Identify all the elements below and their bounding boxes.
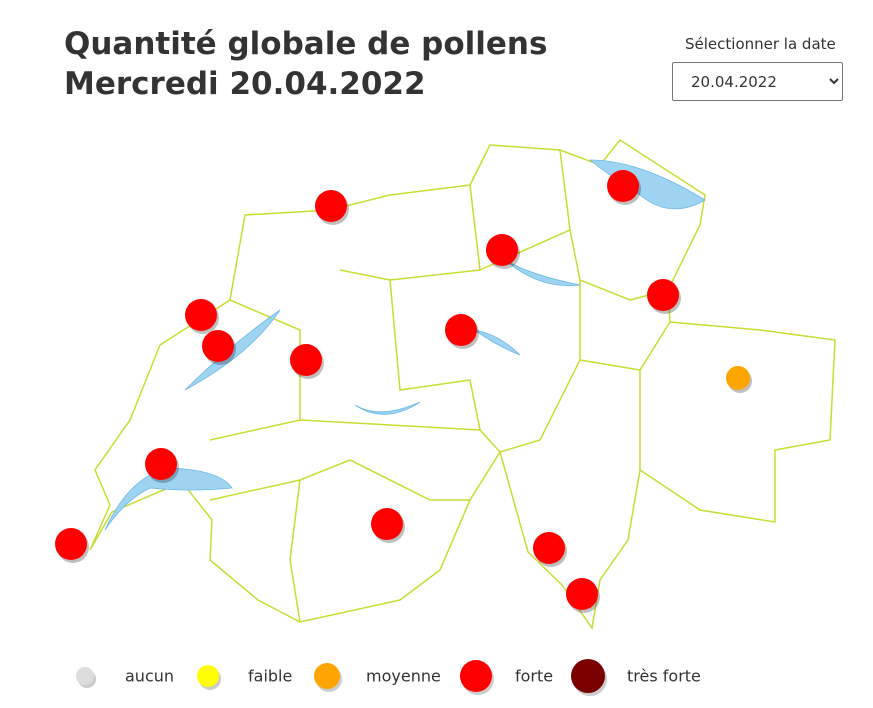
title-line: Quantité globale de pollens — [64, 26, 548, 62]
lakes — [104, 159, 706, 531]
station-marker — [445, 314, 477, 346]
markers — [55, 170, 752, 613]
station-marker — [315, 190, 347, 222]
date-select[interactable]: 20.04.2022 — [672, 62, 843, 101]
legend-label: moyenne — [366, 667, 441, 686]
title: Quantité globale de pollens Mercredi 20.0… — [64, 24, 547, 104]
station-marker — [371, 508, 403, 540]
station-marker — [55, 528, 87, 560]
station-marker — [647, 279, 679, 311]
lake — [474, 329, 521, 356]
title-line: Mercredi 20.04.2022 — [64, 66, 426, 102]
legend-label: forte — [515, 667, 553, 686]
lake — [504, 259, 581, 287]
lake — [104, 467, 233, 531]
lake — [354, 401, 421, 415]
legend-label: très forte — [627, 667, 701, 686]
station-marker — [726, 366, 750, 390]
legend-swatch — [76, 667, 94, 685]
date-label: Sélectionner la date — [685, 35, 836, 53]
station-marker — [202, 330, 234, 362]
station-marker — [533, 532, 565, 564]
station-marker — [566, 578, 598, 610]
legend-label: aucun — [125, 667, 174, 686]
country-border — [89, 139, 836, 630]
station-marker — [290, 344, 322, 376]
station-marker — [486, 234, 518, 266]
legend-swatch — [571, 659, 605, 693]
station-marker — [145, 448, 177, 480]
station-marker — [185, 299, 217, 331]
station-marker — [607, 170, 639, 202]
legend-swatch — [314, 663, 340, 689]
legend-label: faible — [248, 667, 292, 686]
borders — [89, 139, 836, 630]
legend-swatch — [197, 665, 219, 687]
legend-swatch — [460, 660, 492, 692]
canton-border — [209, 149, 671, 623]
legend: aucun faible moyenne forte très forte — [76, 659, 701, 696]
